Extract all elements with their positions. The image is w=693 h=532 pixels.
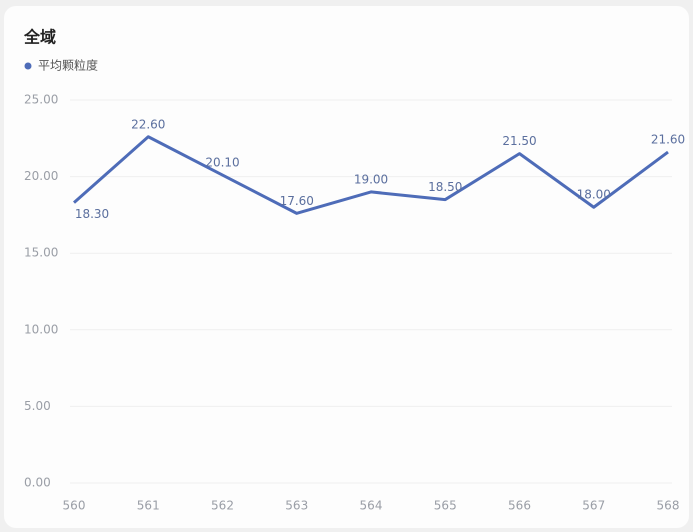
legend-marker	[24, 62, 32, 70]
x-tick-label: 564	[360, 499, 383, 513]
data-label: 18.30	[75, 207, 109, 221]
data-label: 19.00	[354, 172, 388, 186]
y-tick-label: 0.00	[24, 476, 51, 490]
data-label: 18.00	[577, 188, 611, 202]
data-label: 17.60	[280, 194, 314, 208]
chart-title: 全域	[23, 28, 56, 47]
y-tick-label: 10.00	[24, 322, 58, 336]
x-tick-label: 565	[434, 499, 457, 513]
data-label: 21.60	[651, 133, 685, 147]
y-tick-label: 5.00	[24, 399, 51, 413]
y-tick-label: 20.00	[24, 169, 58, 183]
data-label: 18.50	[428, 180, 462, 194]
x-tick-label: 560	[63, 499, 86, 513]
y-tick-label: 15.00	[24, 246, 58, 260]
x-tick-label: 567	[582, 499, 605, 513]
y-tick-label: 25.00	[24, 93, 58, 107]
legend-label: 平均颗粒度	[38, 58, 98, 73]
x-tick-label: 568	[657, 499, 680, 513]
x-tick-label: 563	[285, 499, 308, 513]
data-label: 22.60	[131, 117, 165, 131]
x-tick-label: 562	[211, 499, 234, 513]
card	[4, 6, 689, 528]
data-label: 20.10	[205, 156, 239, 170]
x-tick-label: 566	[508, 499, 531, 513]
line	[73, 135, 669, 215]
x-tick-label: 561	[137, 499, 160, 513]
data-label: 21.50	[502, 134, 536, 148]
